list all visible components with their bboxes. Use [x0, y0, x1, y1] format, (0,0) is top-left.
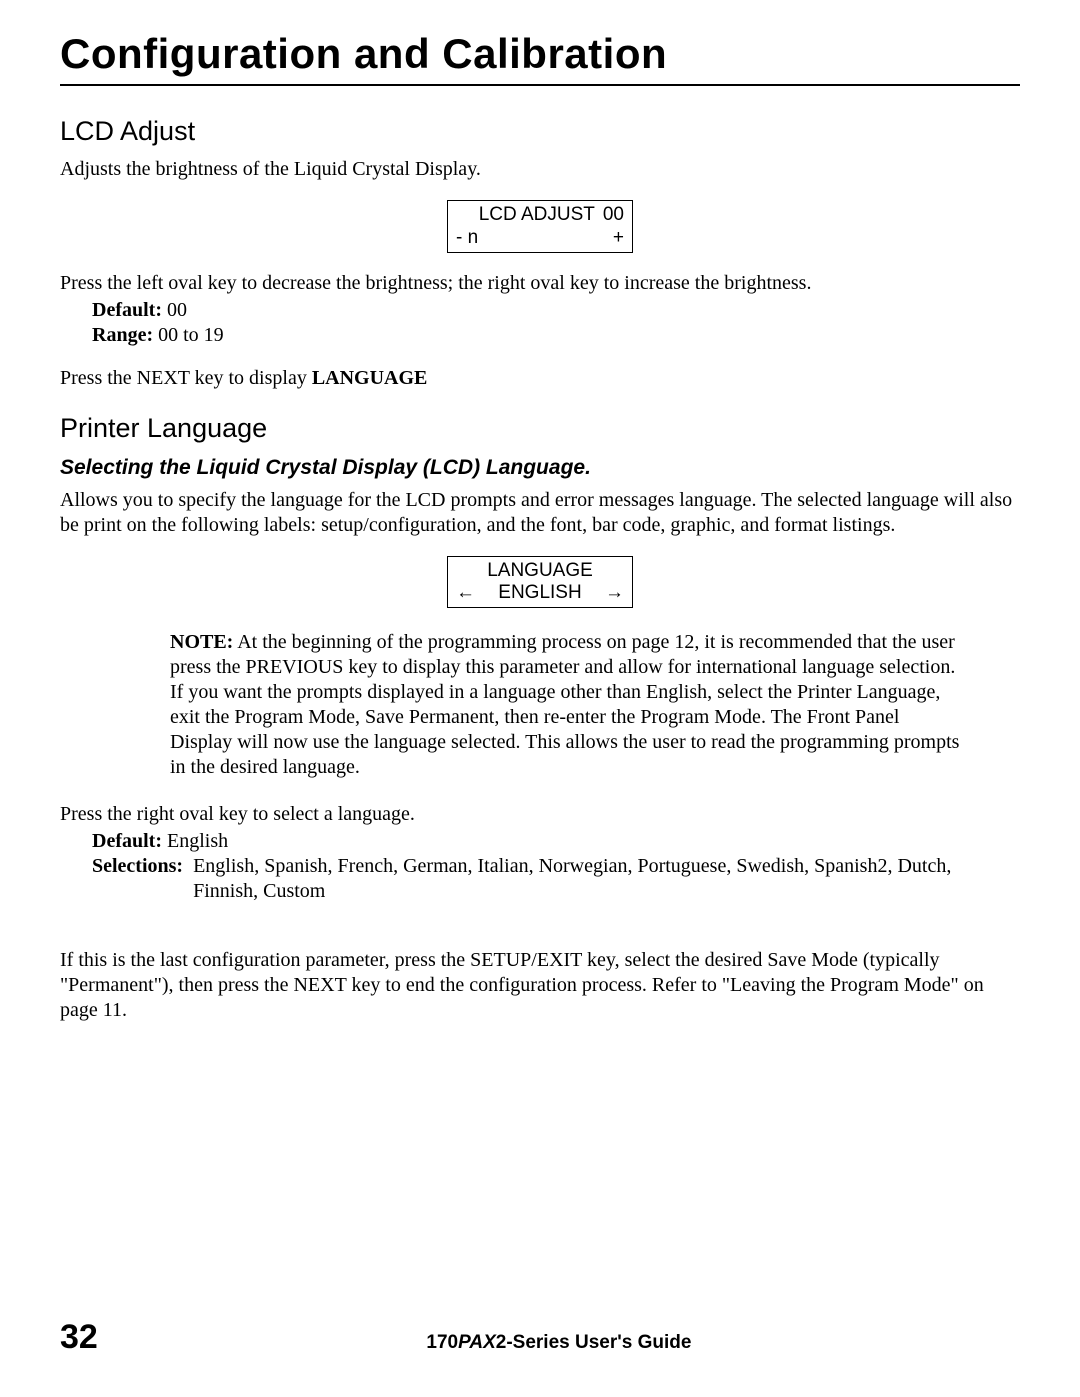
- lang-press-line: Press the right oval key to select a lan…: [60, 802, 1020, 827]
- lcd-range-row: Range: 00 to 19: [92, 323, 1020, 348]
- footer-prefix: 170: [426, 1332, 458, 1353]
- lcd-row2-right: +: [613, 227, 624, 250]
- next-prefix: Press the NEXT key to display: [60, 367, 312, 389]
- default-value: 00: [162, 299, 187, 321]
- left-arrow-icon: ←: [456, 582, 475, 605]
- right-arrow-icon: →: [605, 582, 624, 605]
- note-label: NOTE:: [170, 631, 233, 653]
- note-block: NOTE: At the beginning of the programmin…: [170, 630, 960, 780]
- lang-row2: ← ENGLISH →: [456, 582, 624, 605]
- page: Configuration and Calibration LCD Adjust…: [0, 0, 1080, 1397]
- lcd-row1-left: LCD ADJUST: [456, 204, 603, 227]
- printer-lang-subheading: Selecting the Liquid Crystal Display (LC…: [60, 456, 1020, 480]
- range-value: 00 to 19: [153, 324, 224, 346]
- lcd-adjust-display-wrap: LCD ADJUST 00 - n +: [60, 200, 1020, 253]
- default-label: Default:: [92, 299, 162, 321]
- lcd-next-line: Press the NEXT key to display LANGUAGE: [60, 366, 1020, 391]
- selections-label: Selections:: [92, 854, 193, 904]
- printer-lang-intro: Allows you to specify the language for t…: [60, 488, 1020, 538]
- footer: 32 170PAX2-Series User's Guide: [60, 1318, 1020, 1357]
- lcd-defaults: Default: 00 Range: 00 to 19: [92, 298, 1020, 348]
- lcd-adjust-display: LCD ADJUST 00 - n +: [447, 200, 633, 253]
- footer-title: 170PAX2-Series User's Guide: [98, 1332, 1020, 1354]
- footer-suffix: 2-Series User's Guide: [496, 1332, 692, 1353]
- footer-italic: PAX: [458, 1332, 496, 1353]
- selections-value: English, Spanish, French, German, Italia…: [193, 854, 1020, 904]
- lcd-default-row: Default: 00: [92, 298, 1020, 323]
- lang-default-row: Default: English: [92, 829, 1020, 854]
- lcd-row1-right: 00: [603, 204, 624, 227]
- lang-display-wrap: LANGUAGE ← ENGLISH →: [60, 556, 1020, 609]
- next-bold: LANGUAGE: [312, 367, 428, 389]
- range-label: Range:: [92, 324, 153, 346]
- closing-paragraph: If this is the last configuration parame…: [60, 948, 1020, 1023]
- lang-row1: LANGUAGE: [456, 560, 624, 583]
- lcd-adjust-intro: Adjusts the brightness of the Liquid Cry…: [60, 157, 1020, 182]
- lcd-row2-left: - n: [456, 227, 478, 250]
- lang-display: LANGUAGE ← ENGLISH →: [447, 556, 633, 609]
- page-title: Configuration and Calibration: [60, 30, 1020, 86]
- lang-defaults: Default: English Selections: English, Sp…: [92, 829, 1020, 904]
- lcd-row-2: - n +: [456, 227, 624, 250]
- page-number: 32: [60, 1318, 98, 1357]
- lang-selections-row: Selections: English, Spanish, French, Ge…: [92, 854, 1020, 904]
- note-text: At the beginning of the programming proc…: [170, 631, 959, 778]
- lang-default-label: Default:: [92, 830, 162, 852]
- lcd-adjust-heading: LCD Adjust: [60, 116, 1020, 147]
- lang-value: ENGLISH: [498, 582, 581, 605]
- lcd-row-1: LCD ADJUST 00: [456, 204, 624, 227]
- printer-lang-heading: Printer Language: [60, 413, 1020, 444]
- lang-default-value: English: [162, 830, 228, 852]
- lcd-press-line: Press the left oval key to decrease the …: [60, 271, 1020, 296]
